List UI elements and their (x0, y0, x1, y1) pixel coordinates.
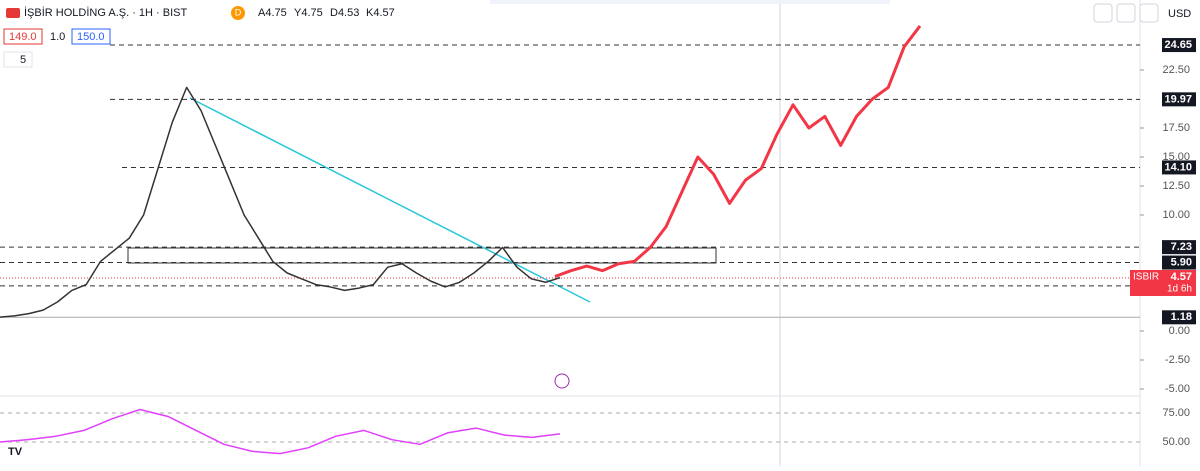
ohlc-o: A4.75 (258, 7, 287, 19)
tv-logo: TV (8, 446, 23, 458)
logo (6, 8, 20, 18)
last-tag (1130, 269, 1196, 296)
level-tag (1162, 255, 1196, 270)
last-price: 4.57 (1171, 271, 1192, 283)
level-label: 19.97 (1164, 93, 1192, 105)
last-ticker: ISBIR (1133, 272, 1159, 283)
button[interactable] (1093, 3, 1113, 23)
price-tick: -5.00 (1165, 383, 1190, 395)
currency: USD (1168, 8, 1191, 20)
price-tick: -2.50 (1165, 354, 1190, 366)
badge-text: D (235, 7, 242, 17)
input-box[interactable] (3, 28, 43, 45)
price-tick: 17.50 (1162, 122, 1190, 134)
level-tag (1162, 310, 1196, 325)
alert-icon[interactable] (554, 373, 570, 389)
price-tick: 0.00 (1169, 325, 1190, 337)
rsi-tick: 75.00 (1162, 407, 1190, 419)
ohlc-c: K4.57 (366, 7, 395, 19)
projection-line (554, 25, 922, 278)
level-label: 1.18 (1171, 311, 1192, 323)
countdown: 1d 6h (1167, 284, 1192, 295)
ohlc-h: Y4.75 (294, 7, 323, 19)
price-tick: 12.50 (1162, 180, 1190, 192)
level-tag (1162, 240, 1196, 255)
level-label: 24.65 (1164, 39, 1192, 51)
button[interactable] (1116, 3, 1136, 23)
collapse[interactable]: 5 (20, 54, 26, 66)
ohlc-l: D4.53 (330, 7, 359, 19)
level-label: 5.90 (1171, 256, 1192, 268)
price-tick: 22.50 (1162, 64, 1190, 76)
badge (231, 6, 245, 20)
level-tag (1162, 160, 1196, 175)
button[interactable] (1139, 3, 1159, 23)
price-line (0, 86, 561, 318)
top-bar (490, 0, 890, 4)
range-box (127, 247, 717, 264)
level-label: 7.23 (1171, 241, 1192, 253)
level-tag (1162, 92, 1196, 107)
level-label: 14.10 (1164, 161, 1192, 173)
collapse-box[interactable] (3, 51, 33, 68)
level-tag (1162, 38, 1196, 53)
input[interactable]: 149.0 (9, 31, 37, 43)
rsi-line (0, 408, 561, 455)
rsi-tick: 50.00 (1162, 436, 1190, 448)
price-tick: 10.00 (1162, 209, 1190, 221)
price-tick: 15.00 (1162, 151, 1190, 163)
toolbar (1093, 3, 1159, 23)
symbol: İŞBİR HOLDİNG A.Ş. · 1H · BIST (24, 6, 187, 19)
input[interactable]: 150.0 (77, 31, 105, 43)
input[interactable]: 1.0 (50, 31, 65, 43)
input-box[interactable] (71, 28, 111, 45)
trend-line (189, 97, 591, 303)
